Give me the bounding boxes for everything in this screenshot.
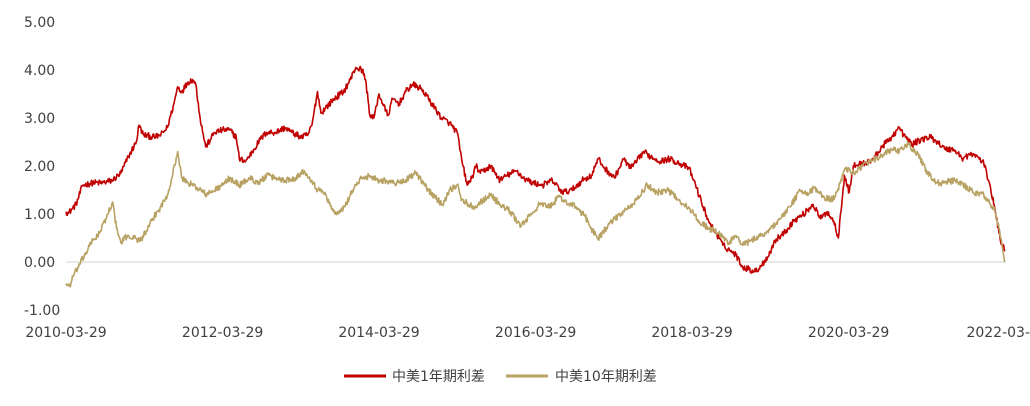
legend-label: 中美1年期利差 <box>392 369 485 385</box>
y-tick-label: 1.00 <box>24 207 55 223</box>
x-tick-label: 2016-03-29 <box>495 325 576 341</box>
x-axis: 2010-03-29 2012-03-29 2014-03-29 2016-03-29… <box>25 325 1030 341</box>
plot-area <box>65 65 1006 288</box>
legend: 中美1年期利差 中美10年期利差 <box>344 369 657 385</box>
y-tick-label: 3.00 <box>24 111 55 127</box>
x-tick-label: 2018-03-29 <box>651 325 732 341</box>
y-tick-label: -1.00 <box>24 303 60 319</box>
y-tick-label: 2.00 <box>24 159 55 175</box>
x-tick-label: 2010-03-29 <box>25 325 106 341</box>
x-tick-label: 2014-03-29 <box>338 325 419 341</box>
y-tick-label: 5.00 <box>24 15 55 31</box>
y-tick-label: 4.00 <box>24 63 55 79</box>
y-tick-label: 0.00 <box>24 255 55 271</box>
x-tick-label: 2022-03- <box>966 325 1030 341</box>
legend-label: 中美10年期利差 <box>555 369 657 385</box>
y-axis: 5.00 4.00 3.00 2.00 1.00 0.00 -1.00 <box>24 15 1005 319</box>
x-tick-label: 2012-03-29 <box>182 325 263 341</box>
x-tick-label: 2020-03-29 <box>808 325 889 341</box>
series-line-2 <box>65 141 1006 288</box>
series-line-1 <box>65 65 1006 274</box>
